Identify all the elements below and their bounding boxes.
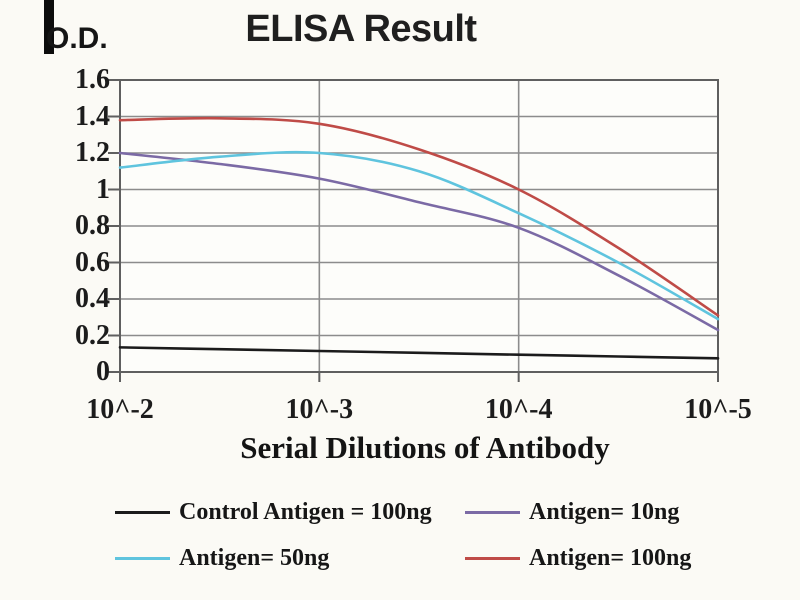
legend-item: Antigen= 10ng <box>465 496 755 528</box>
legend-label: Control Antigen = 100ng <box>179 498 432 525</box>
x-tick-label: 10^-2 <box>86 394 154 425</box>
series-line-2 <box>118 150 720 321</box>
legend: Control Antigen = 100ng Antigen= 10ng Anti… <box>115 496 755 574</box>
y-tick-label: 0.2 <box>75 319 110 351</box>
y-tick-label: 1 <box>96 173 110 205</box>
x-tick-label: 10^-4 <box>484 394 553 425</box>
x-tick-label: 10^-5 <box>684 394 752 425</box>
legend-label: Antigen= 50ng <box>179 544 330 571</box>
legend-label: Antigen= 100ng <box>529 544 692 571</box>
legend-line-sample <box>115 510 170 514</box>
y-axis-label: O.D. <box>46 22 108 55</box>
legend-line-sample <box>465 510 520 514</box>
legend-item: Antigen= 100ng <box>465 542 755 574</box>
x-axis-title: Serial Dilutions of Antibody <box>240 430 610 465</box>
y-tick-label: 0 <box>96 356 110 387</box>
corner-artifact-mark <box>44 0 54 54</box>
y-tick-label: 0.4 <box>75 283 110 314</box>
chart-title: ELISA Result <box>245 8 477 50</box>
legend-label: Antigen= 10ng <box>529 498 680 525</box>
y-tick-label: 1.6 <box>75 64 110 95</box>
x-tick-label: 10^-3 <box>285 394 354 425</box>
plot-border <box>119 79 719 373</box>
legend-item: Control Antigen = 100ng <box>115 496 465 528</box>
series-line-1 <box>118 151 720 332</box>
y-tick-label: 1.2 <box>75 137 110 168</box>
legend-line-sample <box>115 556 170 560</box>
y-tick-label: 1.4 <box>75 100 110 132</box>
y-tick-label: 0.6 <box>75 246 110 278</box>
series-line-3 <box>118 116 720 317</box>
legend-line-sample <box>465 556 520 560</box>
series-line-0 <box>118 346 720 360</box>
legend-item: Antigen= 50ng <box>115 542 465 574</box>
y-tick-label: 0.8 <box>75 210 110 241</box>
